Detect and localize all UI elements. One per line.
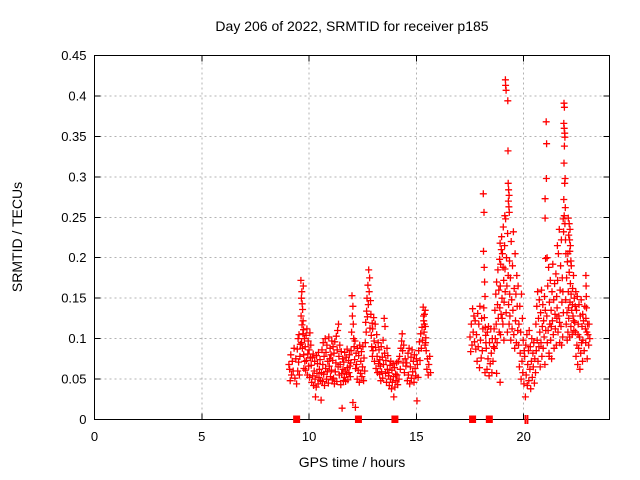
y-tick-label: 0.35 <box>61 129 86 144</box>
zero-value-thin-marker <box>524 415 527 424</box>
data-points <box>285 76 594 424</box>
y-axis-label: SRMTID / TECUs <box>9 182 25 292</box>
y-tick-label: 0.45 <box>61 48 86 63</box>
y-tick-label: 0.1 <box>68 331 86 346</box>
x-tick-label: 10 <box>302 429 316 444</box>
y-tick-label: 0.3 <box>68 169 86 184</box>
x-tick-label: 0 <box>91 429 98 444</box>
x-tick-label: 15 <box>409 429 423 444</box>
axis-ticks <box>94 55 610 420</box>
tick-labels: 0 5 10 15 20 0 0.05 0.1 0.15 0.2 0.25 0.3 0.35 0.4 0.4… <box>61 48 531 444</box>
zero-value-block-marker <box>391 415 399 423</box>
zero-value-block-marker <box>485 415 493 423</box>
y-tick-label: 0.15 <box>61 291 86 306</box>
x-tick-label: 20 <box>516 429 530 444</box>
chart-title: Day 206 of 2022, SRMTID for receiver p18… <box>215 18 488 34</box>
scatter-plus-markers <box>285 76 594 412</box>
zero-value-block-marker <box>293 415 301 423</box>
x-axis-label: GPS time / hours <box>299 454 406 470</box>
y-tick-label: 0 <box>79 412 86 427</box>
x-tick-label: 5 <box>198 429 205 444</box>
gridlines <box>94 55 610 420</box>
y-tick-label: 0.25 <box>61 210 86 225</box>
y-tick-label: 0.05 <box>61 372 86 387</box>
plot-border <box>94 55 610 420</box>
zero-value-thin-marker <box>526 415 529 424</box>
zero-value-block-marker <box>354 415 362 423</box>
y-tick-label: 0.4 <box>68 88 86 103</box>
y-tick-label: 0.2 <box>68 250 86 265</box>
zero-value-block-marker <box>469 415 477 423</box>
